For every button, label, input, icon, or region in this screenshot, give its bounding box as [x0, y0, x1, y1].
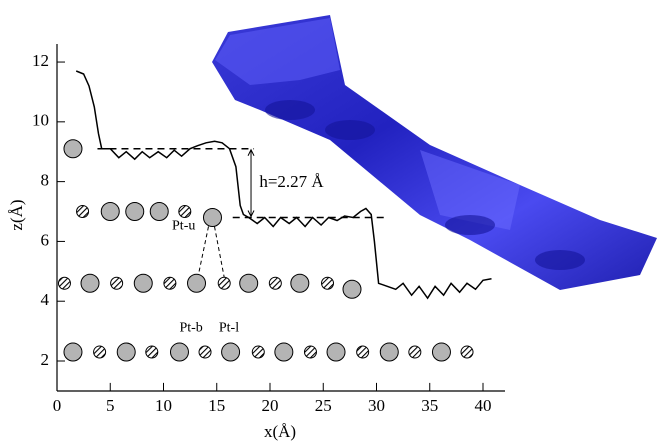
atom-small	[57, 276, 71, 290]
atom-large	[63, 139, 83, 159]
x-tick-label: 20	[262, 396, 279, 415]
surface-image	[212, 15, 657, 290]
profile-line	[75, 70, 492, 300]
x-tick-label: 5	[106, 396, 115, 415]
atom-small	[217, 276, 231, 290]
atom-small	[268, 276, 282, 290]
y-tick-label: 12	[32, 51, 49, 70]
annotation: Pt-b	[179, 320, 202, 335]
atom-large	[116, 342, 136, 362]
atom-large	[239, 273, 259, 293]
atom-large	[290, 273, 310, 293]
x-tick-label: 40	[475, 396, 492, 415]
atom-large	[100, 202, 120, 222]
atom-large	[169, 342, 189, 362]
annotation: h=2.27 Å	[259, 172, 324, 191]
atom-small	[145, 345, 159, 359]
atom-small	[178, 205, 192, 219]
atom-small	[251, 345, 265, 359]
atom-small	[163, 276, 177, 290]
y-axis-label: z(Å)	[7, 199, 26, 230]
x-tick-label: 35	[421, 396, 438, 415]
atom-large	[379, 342, 399, 362]
x-tick-label: 15	[208, 396, 225, 415]
atom-large	[149, 202, 169, 222]
x-axis-label: x(Å)	[264, 422, 296, 441]
atom-small	[408, 345, 422, 359]
atom-small	[321, 276, 335, 290]
y-tick-label: 6	[41, 230, 50, 249]
y-tick-label: 2	[41, 350, 50, 369]
annotation: Pt-u	[172, 219, 195, 234]
y-tick-label: 10	[32, 111, 49, 130]
y-tick-label: 4	[41, 290, 50, 309]
atom-large	[125, 202, 145, 222]
annotation: Pt-l	[219, 320, 239, 335]
atom-large	[326, 342, 346, 362]
atom-large	[431, 342, 451, 362]
atom-small	[303, 345, 317, 359]
atom-large	[63, 342, 83, 362]
atom-large	[202, 208, 222, 227]
atom-small	[460, 345, 474, 359]
x-tick-label: 25	[315, 396, 332, 415]
atom-large	[221, 342, 241, 362]
atom-large	[187, 273, 207, 293]
atom-small	[93, 345, 107, 359]
atom-small	[76, 205, 90, 219]
atom-small	[110, 276, 124, 290]
y-tick-label: 8	[41, 171, 50, 190]
atom-large	[274, 342, 294, 362]
atom-large	[80, 273, 100, 293]
atom-large	[133, 273, 153, 293]
guide-line	[198, 226, 225, 278]
x-tick-label: 30	[368, 396, 385, 415]
atom-large	[342, 279, 362, 299]
x-tick-label: 0	[53, 396, 62, 415]
atom-small	[198, 345, 212, 359]
plot: x(Å) z(Å) 0 5 10 15 20 25 30 35 40 2 4 6 8 10 12 h=2.27…	[7, 44, 505, 441]
atom-small	[356, 345, 370, 359]
arrow-head	[247, 148, 255, 218]
x-tick-label: 10	[155, 396, 172, 415]
